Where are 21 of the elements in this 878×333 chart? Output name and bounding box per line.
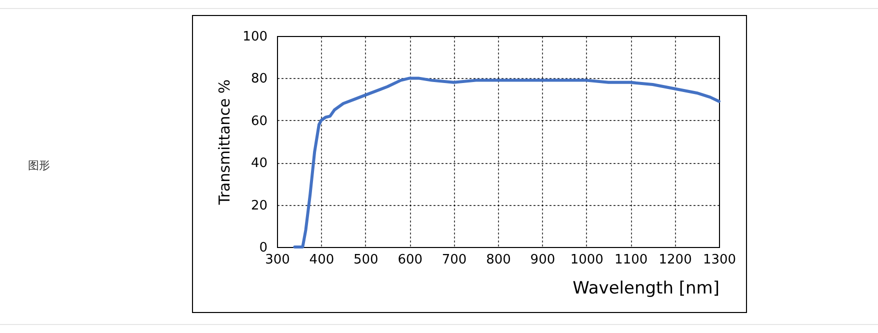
y-tick-label: 40 xyxy=(250,156,268,172)
x-tick-label: 300 xyxy=(265,252,290,268)
x-tick-label: 1100 xyxy=(614,252,648,268)
x-tick-label: 400 xyxy=(309,252,334,268)
x-tick-label: 600 xyxy=(398,252,423,268)
y-axis-title: Transmittance % xyxy=(216,79,234,206)
x-tick-label: 1300 xyxy=(702,252,736,268)
x-tick-label: 500 xyxy=(353,252,378,268)
x-tick-label: 800 xyxy=(486,252,511,268)
y-tick-label: 0 xyxy=(259,240,268,256)
text: 图形 xyxy=(28,158,50,173)
x-tick-label: 900 xyxy=(530,252,556,268)
line-series xyxy=(293,76,720,248)
x-tick-label: 700 xyxy=(442,252,467,268)
x-tick-label: 1200 xyxy=(658,252,692,268)
x-axis-title: Wavelength [nm] xyxy=(572,278,720,298)
x-tick-label: 1000 xyxy=(570,252,604,268)
y-tick-label: 100 xyxy=(242,30,268,44)
y-tick-label: 60 xyxy=(250,114,268,129)
y-tick-label: 80 xyxy=(250,72,268,87)
y-tick-label: 20 xyxy=(250,198,268,214)
